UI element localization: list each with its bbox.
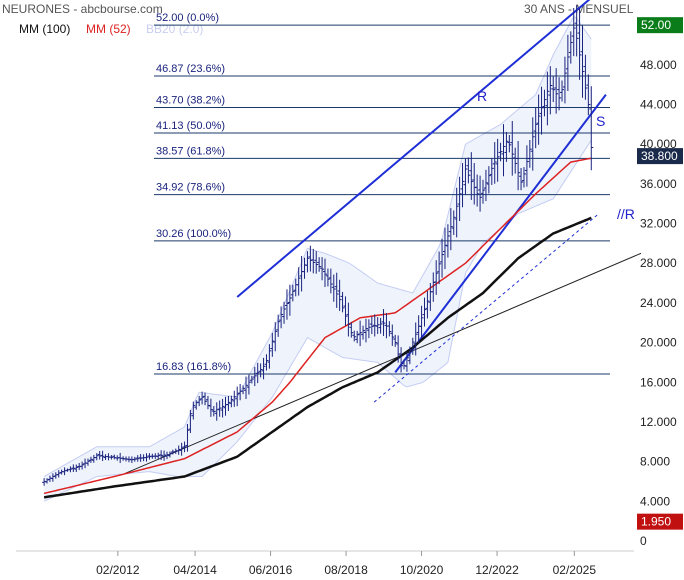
resistance-label: R — [477, 88, 487, 104]
fib-level-label: 34.92 (78.6%) — [156, 182, 225, 194]
resistance-trendline — [236, 0, 591, 298]
parallel-trendline — [373, 213, 600, 403]
x-tick-label: 08/2018 — [324, 563, 368, 577]
x-tick-label: 12/2022 — [475, 563, 519, 577]
moving-average-layer — [43, 157, 592, 499]
bollinger-band-fill — [44, 16, 592, 502]
long-term-trendline — [124, 252, 642, 475]
y-tick-label: 8.000 — [640, 455, 670, 469]
fib-level-label: 46.87 (23.6%) — [156, 63, 225, 75]
y-tick-label: 4.000 — [640, 494, 670, 508]
support-label: S — [596, 113, 605, 129]
x-tick-label: 10/2020 — [400, 563, 444, 577]
y-tick-label: 12.000 — [640, 415, 677, 429]
min-price-badge: 1.950 — [641, 515, 671, 529]
annotation-layer: R S //R — [477, 88, 635, 222]
bollinger-band-layer — [43, 15, 592, 502]
fib-level-label: 43.70 (38.2%) — [156, 94, 225, 106]
current-price-badge-bg — [637, 148, 683, 165]
candle-layer — [42, 5, 594, 486]
current-price-badge: 38.800 — [641, 149, 678, 163]
min-price-badge-bg — [637, 513, 683, 530]
x-tick-label: 02/2012 — [96, 563, 140, 577]
x-tick-label: 02/2025 — [553, 563, 597, 577]
last-price-badge: 52.00 — [641, 18, 671, 32]
parallel-label: //R — [617, 206, 635, 222]
fibonacci-layer: 52.00 (0.0%) 46.87 (23.6%) 43.70 (38.2%) 41… — [154, 12, 610, 375]
y-tick-label: 28.000 — [640, 256, 677, 270]
bollinger-upper-line — [43, 15, 592, 477]
fib-level-label: 38.57 (61.8%) — [156, 145, 225, 157]
x-tick-label: 06/2016 — [249, 563, 293, 577]
y-tick-label: 40.000 — [640, 137, 677, 151]
support-trendline — [394, 93, 607, 373]
mm100-line — [43, 216, 592, 499]
y-tick-label: 24.000 — [640, 296, 677, 310]
x-tick-label: 04/2014 — [173, 563, 217, 577]
y-tick-label: 0 — [640, 534, 647, 548]
y-tick-label: 36.000 — [640, 177, 677, 191]
y-tick-label: 44.000 — [640, 98, 677, 112]
axis-layer: 0 4.000 8.000 12.000 16.000 20.000 24.000 28.00… — [16, 17, 683, 577]
fib-level-label: 16.83 (161.8%) — [156, 361, 231, 373]
y-tick-label: 20.000 — [640, 336, 677, 350]
fib-level-label: 30.26 (100.0%) — [156, 228, 231, 240]
legend-mm100: MM (100) — [19, 22, 71, 36]
fib-level-label: 41.13 (50.0%) — [156, 120, 225, 132]
y-tick-label: 16.000 — [640, 375, 677, 389]
legend-mm52: MM (52) — [86, 22, 131, 36]
y-tick-label: 48.000 — [640, 58, 677, 72]
fib-level-label: 52.00 (0.0%) — [156, 12, 219, 24]
trendline-layer — [124, 0, 642, 475]
mm52-line — [43, 157, 592, 495]
chart-title: NEURONES - abcbourse.com — [2, 2, 163, 16]
y-tick-label: 32.000 — [640, 217, 677, 231]
last-price-badge-bg — [637, 17, 683, 34]
